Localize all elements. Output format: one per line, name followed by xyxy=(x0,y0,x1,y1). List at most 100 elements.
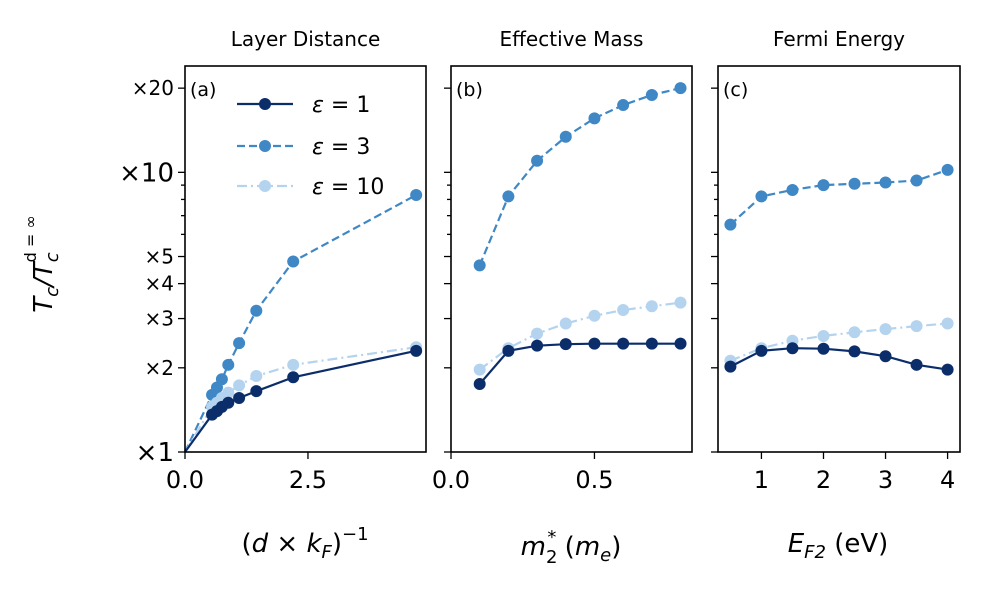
point-0-1-5 xyxy=(233,337,246,350)
xc-e: E xyxy=(788,529,805,559)
point-1-1-0 xyxy=(473,259,486,272)
xb-mid: ( xyxy=(556,532,574,562)
point-2-1-1 xyxy=(755,190,768,203)
point-1-2-4 xyxy=(588,309,601,322)
panel-title-2: Fermi Energy xyxy=(773,27,905,51)
point-2-0-4 xyxy=(848,345,861,358)
legend-label-2: ε = 10 xyxy=(312,175,384,200)
legend-marker-2 xyxy=(259,180,271,192)
series-line-1-1 xyxy=(478,87,681,266)
point-1-1-4 xyxy=(588,112,601,125)
point-2-0-5 xyxy=(879,350,892,363)
point-1-2-7 xyxy=(674,296,687,309)
panel-a: Layer Distance ×1 ×2 ×3 ×4 ×5 ×10 ×20 0.0 2.5 (a) xyxy=(119,27,427,494)
ytick-label-2: ×3 xyxy=(145,307,174,331)
xtick-label-2-2: 3 xyxy=(878,466,893,494)
point-1-2-2 xyxy=(531,327,544,340)
point-1-0-3 xyxy=(559,338,572,351)
panel-label-1: (b) xyxy=(456,79,483,101)
legend-marker-1 xyxy=(259,140,271,152)
point-1-1-7 xyxy=(674,82,687,95)
point-2-2-5 xyxy=(879,323,892,336)
series-line-1-2 xyxy=(479,301,681,371)
point-2-1-7 xyxy=(941,163,954,176)
xc-post: (eV) xyxy=(826,529,888,559)
xtick-label-1-1: 0.5 xyxy=(575,466,613,494)
y-axis-label-sup2: d = ∞ xyxy=(21,215,40,262)
x-axis-label-c: EF2 (eV) xyxy=(788,529,889,563)
point-2-0-6 xyxy=(910,358,923,371)
xa-k: k xyxy=(306,529,322,559)
point-2-0-7 xyxy=(941,363,954,376)
point-1-2-5 xyxy=(617,303,630,316)
point-0-2-7 xyxy=(287,358,300,371)
point-1-0-5 xyxy=(617,337,630,350)
xa-sub: F xyxy=(322,542,333,563)
x-axis-label-a: (d × kF)−1 xyxy=(241,524,368,563)
point-1-0-7 xyxy=(674,337,687,350)
xa-pre: ( xyxy=(241,529,251,559)
point-2-1-2 xyxy=(786,183,799,196)
axes-frame-2 xyxy=(717,65,961,453)
point-1-1-2 xyxy=(531,154,544,167)
point-0-2-4 xyxy=(222,386,235,399)
point-0-0-8 xyxy=(410,344,423,357)
point-1-0-1 xyxy=(502,344,515,357)
ytick-label-4: ×5 xyxy=(145,245,174,269)
xtick-label-2-3: 4 xyxy=(940,466,955,494)
xb-me: m xyxy=(575,532,600,562)
point-1-0-6 xyxy=(645,337,658,350)
point-2-1-6 xyxy=(910,174,923,187)
xa-times: × xyxy=(268,529,306,559)
point-0-0-7 xyxy=(287,371,300,384)
point-2-1-3 xyxy=(817,179,830,192)
point-2-2-4 xyxy=(848,326,861,339)
point-2-2-7 xyxy=(941,317,954,330)
panel-b: Effective Mass 0.0 0.5 (b) xyxy=(432,27,693,494)
point-0-1-3 xyxy=(215,373,228,386)
legend-label-1: ε = 3 xyxy=(312,135,370,160)
point-1-0-0 xyxy=(473,378,486,391)
xa-d: d xyxy=(252,529,269,559)
point-2-0-1 xyxy=(755,344,768,357)
point-2-1-5 xyxy=(879,176,892,189)
panel-c: Fermi Energy 1 2 3 4 (c) xyxy=(711,27,961,494)
axes-frame-1 xyxy=(450,65,693,453)
y-axis-label-sub2: c xyxy=(42,252,63,262)
point-1-1-5 xyxy=(617,99,630,112)
panel-title-0: Layer Distance xyxy=(231,27,381,51)
xb-sup: * xyxy=(547,527,556,548)
point-2-2-6 xyxy=(910,320,923,333)
xtick-label-0-0: 0.0 xyxy=(166,466,204,494)
legend: ε = 1 ε = 3 ε = 10 xyxy=(237,93,384,200)
xb-mesub: e xyxy=(600,545,611,566)
ytick-label-0: ×1 xyxy=(136,438,174,468)
point-1-1-1 xyxy=(502,190,515,203)
xtick-label-2-0: 1 xyxy=(754,466,769,494)
point-0-1-6 xyxy=(250,304,263,317)
panel-title-1: Effective Mass xyxy=(500,27,644,51)
point-0-0-4 xyxy=(222,396,235,409)
ytick-label-1: ×2 xyxy=(145,356,174,380)
x-axis-label-b: m2* (me) xyxy=(521,527,622,568)
ytick-label-6: ×20 xyxy=(132,76,174,100)
point-0-2-6 xyxy=(250,369,263,382)
point-1-1-6 xyxy=(645,89,658,102)
y-axis-label-sep: /T xyxy=(29,260,59,289)
y-axis-label-base: T xyxy=(29,295,59,313)
xb-m: m xyxy=(521,532,546,562)
point-1-1-3 xyxy=(559,130,572,143)
point-0-0-6 xyxy=(250,385,263,398)
point-1-2-0 xyxy=(473,363,486,376)
y-axis-label-sub1: c xyxy=(42,287,63,297)
y-axis-label: Tc/Tcd = ∞ xyxy=(21,215,63,312)
point-2-1-0 xyxy=(724,218,737,231)
point-0-1-7 xyxy=(287,255,300,268)
ytick-label-5: ×10 xyxy=(119,158,174,188)
panels-layer: Layer Distance ×1 ×2 ×3 ×4 ×5 ×10 ×20 0.0 2.5 (a) E… xyxy=(119,27,961,494)
point-0-0-5 xyxy=(233,391,246,404)
xa-sup: −1 xyxy=(342,524,369,545)
xa-post: ) xyxy=(332,529,342,559)
point-0-2-5 xyxy=(233,379,246,392)
point-0-1-8 xyxy=(410,188,423,201)
